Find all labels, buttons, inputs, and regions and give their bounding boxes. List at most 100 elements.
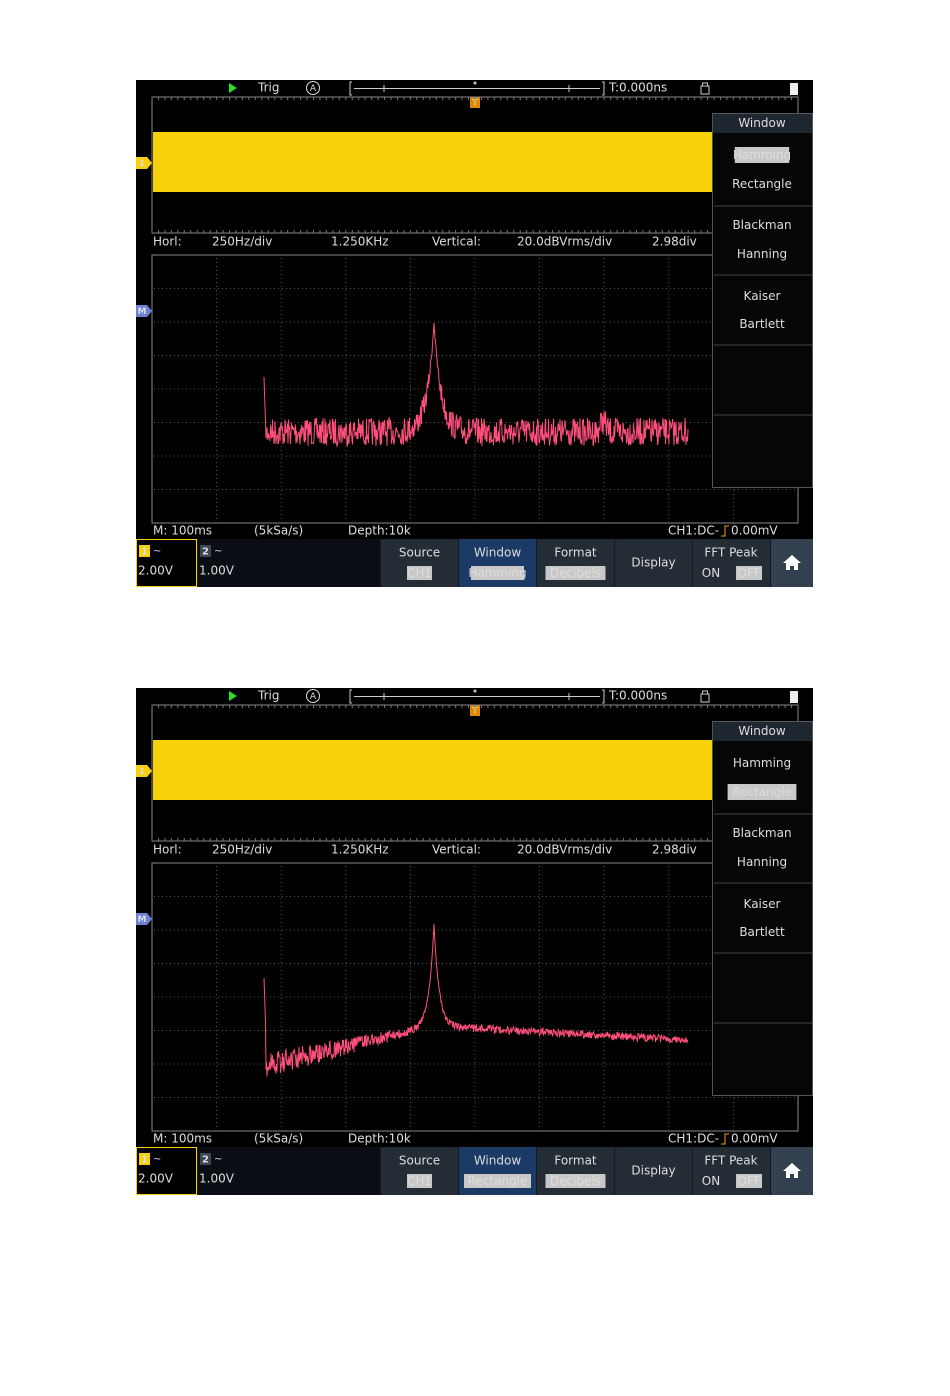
label: A — [310, 692, 317, 702]
trigger-edge-icon — [721, 1133, 729, 1145]
menu-value: OFF — [737, 1174, 760, 1188]
menu-button[interactable] — [615, 1147, 692, 1195]
label: 1.00V — [199, 1172, 235, 1186]
run-icon — [229, 691, 237, 701]
trig-marker-box — [470, 97, 480, 108]
label: 2.98div — [652, 843, 697, 857]
ch1-marker-shape — [136, 157, 152, 169]
menu-label: Window — [474, 1154, 522, 1168]
ch1-num-bg — [139, 545, 150, 557]
label: M: 100ms — [153, 1132, 212, 1146]
label: 1 — [141, 547, 148, 558]
window-option[interactable]: Hanning — [737, 247, 787, 261]
value-box — [545, 1174, 606, 1188]
label: 2 — [202, 547, 209, 558]
value-box — [471, 566, 524, 580]
window-option[interactable]: Blackman — [732, 826, 791, 840]
label: Trig — [257, 689, 279, 703]
window-menu — [712, 113, 813, 488]
label: 1 — [139, 767, 145, 777]
window-option[interactable]: Bartlett — [739, 317, 785, 331]
menu-separators — [714, 205, 812, 416]
ch2-box — [198, 539, 380, 587]
menu-value: OFF — [737, 566, 760, 580]
ch2-num-bg — [200, 545, 211, 557]
label: CH1:DC- — [668, 524, 719, 538]
scope-screen: Trig A T:0.000ns T 1 Horl: 250Hz/div 1.250KHz Ve… — [136, 80, 813, 587]
label: ~ — [214, 1154, 222, 1165]
trig-marker-box — [470, 705, 480, 716]
window-option[interactable]: Hanning — [737, 855, 787, 869]
lock-icon — [700, 82, 710, 95]
menu-label: Format — [554, 546, 597, 560]
math-marker-shape — [136, 913, 152, 925]
label: Vertical: — [432, 843, 481, 857]
value-box — [464, 1174, 531, 1188]
window-option[interactable]: Hamming — [733, 756, 791, 770]
label: Depth:10k — [348, 524, 411, 538]
window-option[interactable]: Blackman — [732, 218, 791, 232]
label: T — [471, 99, 478, 109]
ch1-marker-shape — [136, 765, 152, 777]
window-option[interactable]: Rectangle — [732, 785, 792, 799]
label: M — [138, 915, 147, 925]
home-icon — [783, 555, 801, 570]
ch2-num-bg — [200, 1153, 211, 1165]
label: 1 — [141, 1155, 148, 1166]
ch1-waveform — [153, 132, 713, 192]
window-menu — [712, 721, 813, 1096]
menu-label: Format — [554, 1154, 597, 1168]
trig-mode-ring — [306, 689, 320, 703]
label: Window — [738, 724, 786, 738]
memory-pos — [473, 81, 477, 85]
menu-value: Decibels — [550, 566, 601, 580]
label: 250Hz/div — [212, 843, 272, 857]
value-box — [545, 566, 606, 580]
math-marker-shape — [136, 305, 152, 317]
menu-label: Source — [399, 546, 440, 560]
window-option[interactable]: Kaiser — [744, 289, 781, 303]
window-option[interactable]: Kaiser — [744, 897, 781, 911]
window-option[interactable]: Rectangle — [732, 177, 792, 191]
value-box — [407, 1174, 432, 1188]
ch1-waveform — [153, 740, 713, 800]
label: 0.00mV — [731, 1132, 778, 1146]
menu-button[interactable] — [615, 539, 692, 587]
menu-label: Window — [474, 546, 522, 560]
memory-bar — [349, 81, 605, 96]
label: Window — [738, 116, 786, 130]
fft-spectrum — [263, 923, 689, 1077]
lock-icon — [700, 690, 710, 703]
label: T:0.000ns — [608, 689, 667, 703]
label: ~ — [153, 546, 161, 557]
label: 250Hz/div — [212, 235, 272, 249]
label: Vertical: — [432, 235, 481, 249]
trigger-edge-icon — [721, 525, 729, 537]
label: Depth:10k — [348, 1132, 411, 1146]
menu-separators — [714, 813, 812, 1024]
label: Horl: — [153, 235, 182, 249]
window-menu-title-bg — [713, 722, 812, 741]
value-box — [736, 1174, 762, 1188]
window-option[interactable]: Bartlett — [739, 925, 785, 939]
value-box — [407, 566, 432, 580]
option-highlight — [734, 147, 790, 163]
run-icon — [229, 83, 237, 93]
memory-pos — [473, 689, 477, 693]
label: CH1:DC- — [668, 1132, 719, 1146]
battery-icon — [790, 83, 798, 95]
menu-value: Decibels — [550, 1174, 601, 1188]
label: (5kSa/s) — [254, 1132, 303, 1146]
menu-value: CH1 — [407, 566, 432, 580]
option-highlight — [727, 784, 797, 800]
label: A — [310, 84, 317, 94]
label: 1 — [139, 159, 145, 169]
window-option[interactable]: Hamming — [733, 148, 791, 162]
ch2-box — [198, 1147, 380, 1195]
home-icon — [783, 1163, 801, 1178]
label: ~ — [153, 1154, 161, 1165]
menu-value: ON — [702, 1174, 720, 1188]
menu-label: FFT Peak — [704, 1154, 757, 1168]
label: T — [471, 707, 478, 717]
